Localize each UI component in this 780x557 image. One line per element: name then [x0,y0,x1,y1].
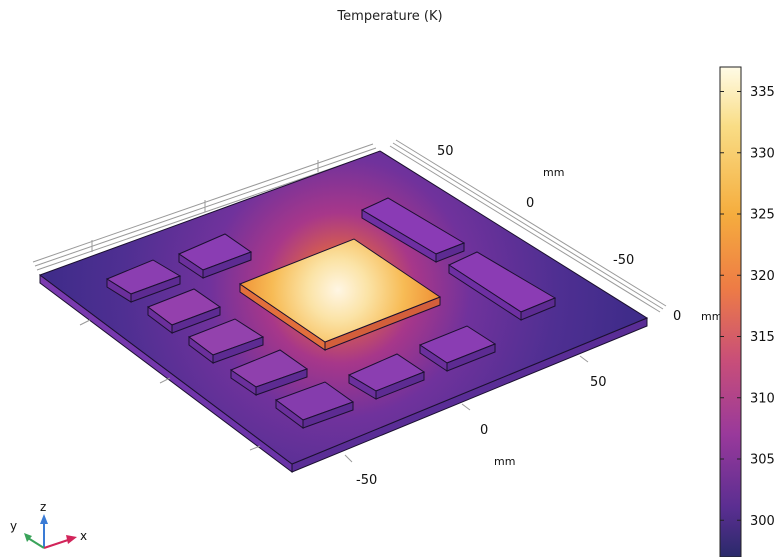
colorbar-tick-label: 310 [750,391,775,406]
colorbar-tick-label: 335 [750,85,775,100]
z-axis-labels: 0 mm [673,309,722,324]
triad-y-label: y [10,519,17,533]
y-tick-label: 50 [437,144,454,159]
triad-x-label: x [80,529,87,543]
triad-z-arrowhead [40,514,48,524]
component-block [229,349,309,396]
component-block [418,325,497,372]
y-axis-unit: mm [543,166,564,179]
triad-y-arrowhead [24,533,32,542]
colorbar-gradient [719,66,742,557]
colorbar-tick-label: 325 [750,208,775,223]
component-block [274,381,355,429]
processor-chip [238,238,442,351]
plot-title: Temperature (K) [337,9,443,24]
colorbar-tick-label: 320 [750,269,775,284]
triad-y-arrow [27,537,45,549]
colorbar-tick-label: 300 [750,514,775,529]
component-block [146,288,222,334]
x-axis-labels: 50 0 mm -50 [356,375,607,488]
component-block [347,353,426,400]
colorbar-tick-label: 305 [750,453,775,468]
component-block [447,251,557,321]
y-tick-label: -50 [613,253,634,268]
axis-ticks [79,319,589,463]
x-tick-label: 0 [480,423,488,438]
colorbar-ticks: 335 330 325 320 315 310 305 300 [720,85,775,529]
axis-triad: z x y [10,500,87,549]
x-tick-label: -50 [356,473,377,488]
colorbar: 335 330 325 320 315 310 305 300 [719,66,775,557]
y-axis-labels: 50 mm 0 -50 [437,144,634,268]
colorbar-tick-label: 330 [750,146,775,161]
component-block [187,318,265,364]
y-tick-label: 0 [526,196,534,211]
x-axis-unit: mm [494,455,515,468]
components [105,197,557,429]
z-axis-unit: mm [701,310,722,323]
component-block [177,233,253,279]
triad-x-arrowhead [66,535,77,544]
x-tick-label: 50 [590,375,607,390]
z-tick-label: 0 [673,309,681,324]
component-block [105,259,182,303]
triad-z-label: z [40,500,46,514]
triad-x-arrow [43,539,69,549]
component-block [360,197,466,263]
chip-top [238,238,442,343]
colorbar-tick-label: 315 [750,330,775,345]
